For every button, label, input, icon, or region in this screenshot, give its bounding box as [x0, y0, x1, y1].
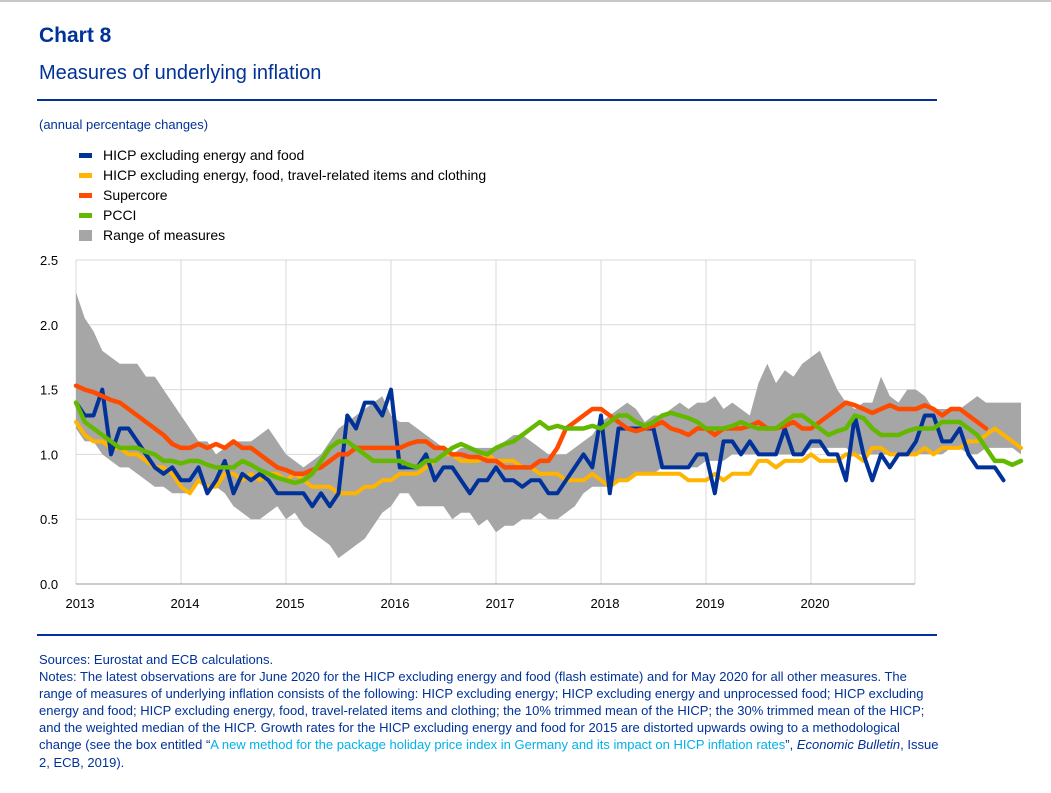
range-band-layer: [76, 292, 1021, 559]
x-tick-label: 2019: [696, 596, 725, 611]
title-divider: [37, 99, 937, 101]
chart-legend: HICP excluding energy and food HICP excl…: [79, 145, 486, 245]
y-tick-label: 2.0: [40, 318, 58, 333]
legend-item-pcci: PCCI: [79, 205, 486, 225]
footer-divider: [37, 634, 937, 636]
y-tick-label: 0.0: [40, 577, 58, 592]
x-tick-label: 2016: [381, 596, 410, 611]
legend-item-core: HICP excluding energy and food: [79, 145, 486, 165]
notes-main: Notes: The latest observations are for J…: [39, 669, 925, 753]
legend-swatch-supercore: [79, 192, 92, 198]
chart-notes: Sources: Eurostat and ECB calculations. …: [39, 651, 939, 771]
legend-swatch-pcci: [79, 212, 92, 218]
legend-swatch-travel: [79, 172, 92, 178]
notes-mid: ”,: [785, 737, 797, 753]
legend-label-core: HICP excluding energy and food: [103, 147, 305, 163]
notes-text: Notes: The latest observations are for J…: [39, 668, 939, 771]
series-line-supercore: [73, 383, 989, 477]
y-tick-label: 0.5: [40, 512, 58, 527]
legend-label-travel: HICP excluding energy, food, travel-rela…: [103, 167, 487, 183]
legend-swatch-core: [79, 152, 92, 158]
legend-label-supercore: Supercore: [103, 187, 168, 203]
legend-item-supercore: Supercore: [79, 185, 486, 205]
legend-label-range: Range of measures: [103, 227, 226, 243]
legend-label-pcci: PCCI: [103, 207, 137, 223]
notes-publication: Economic Bulletin: [796, 737, 901, 753]
sources-text: Sources: Eurostat and ECB calculations.: [39, 652, 274, 667]
legend-item-travel: HICP excluding energy, food, travel-rela…: [79, 165, 486, 185]
x-tick-label: 2013: [66, 596, 95, 611]
chart-axes: 0.0 0.5 1.0 1.5 2.0 2.5 2013 2014 2015 2016 2017 20…: [40, 253, 915, 611]
x-tick-label: 2018: [591, 596, 620, 611]
y-tick-label: 1.0: [40, 447, 58, 462]
legend-item-range: Range of measures: [79, 225, 486, 245]
top-border: [0, 0, 1051, 2]
series-lines-layer: [73, 383, 1024, 509]
chart-title: Measures of underlying inflation: [39, 62, 322, 84]
x-tick-label: 2020: [801, 596, 830, 611]
x-tick-label: 2017: [486, 596, 515, 611]
chart-number: Chart 8: [39, 24, 112, 47]
chart-units: (annual percentage changes): [39, 117, 209, 132]
notes-box-link[interactable]: A new method for the package holiday pri…: [210, 737, 786, 753]
y-tick-label: 1.5: [40, 383, 58, 398]
series-line-core: [74, 387, 1006, 509]
x-tick-label: 2014: [171, 596, 200, 611]
y-tick-label: 2.5: [40, 253, 58, 268]
notes-end: , Issue 2, ECB, 2019).: [39, 737, 939, 770]
legend-swatch-range: [79, 229, 92, 241]
x-tick-label: 2015: [276, 596, 305, 611]
range-of-measures-band: [76, 292, 1021, 559]
series-line-travel: [74, 420, 1023, 496]
series-line-pcci: [73, 400, 1024, 486]
